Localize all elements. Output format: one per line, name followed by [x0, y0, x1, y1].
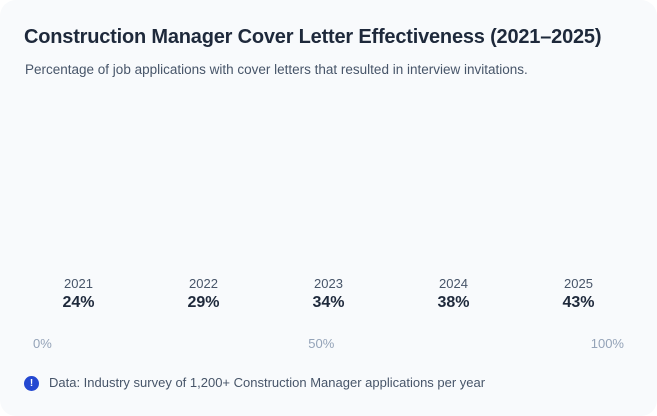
plot-area — [16, 84, 641, 274]
column-2023: 2023 34% — [266, 276, 391, 312]
axis-scale: 0% 50% 100% — [33, 336, 624, 351]
value-label: 29% — [187, 294, 220, 311]
year-label: 2024 — [439, 276, 468, 291]
axis-tick-50: 50% — [308, 336, 335, 351]
info-icon: ! — [24, 375, 39, 391]
footer-text: Data: Industry survey of 1,200+ Construc… — [49, 375, 486, 390]
year-label: 2021 — [64, 276, 93, 291]
footer-note: ! Data: Industry survey of 1,200+ Constr… — [24, 375, 633, 391]
column-2022: 2022 29% — [141, 276, 266, 312]
year-label: 2022 — [189, 276, 218, 291]
value-label: 34% — [312, 294, 345, 311]
year-label: 2023 — [314, 276, 343, 291]
chart-subtitle: Percentage of job applications with cove… — [25, 62, 528, 77]
value-label: 38% — [437, 294, 470, 311]
chart-title: Construction Manager Cover Letter Effect… — [24, 26, 602, 48]
column-2024: 2024 38% — [391, 276, 516, 312]
value-label: 24% — [62, 294, 95, 311]
column-2021: 2021 24% — [16, 276, 141, 312]
axis-tick-0: 0% — [33, 336, 52, 351]
axis-tick-100: 100% — [590, 336, 624, 351]
year-label: 2025 — [564, 276, 593, 291]
column-2025: 2025 43% — [516, 276, 641, 312]
x-axis-labels: 2021 24% 2022 29% 2023 34% 2024 38% 2025… — [16, 276, 641, 312]
value-label: 43% — [562, 294, 595, 311]
